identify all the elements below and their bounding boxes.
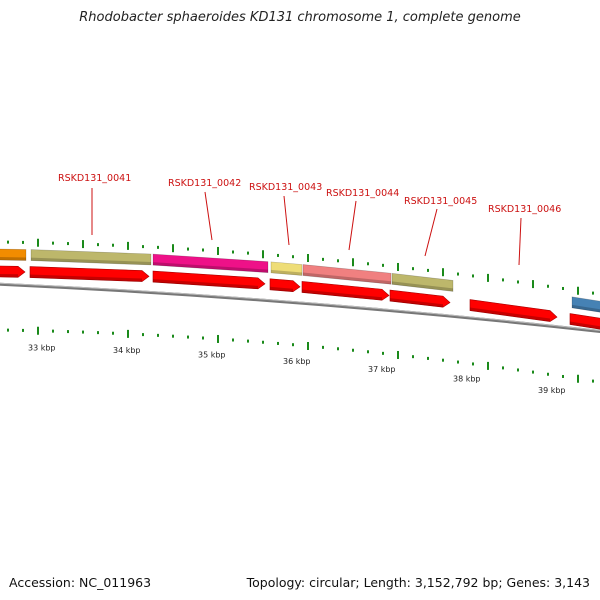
kbp-label: 35 kbp (198, 351, 226, 360)
feature-bar-shade (0, 257, 26, 261)
feature-bar[interactable] (152, 253, 269, 273)
feature-bar[interactable] (391, 272, 454, 292)
gene-label[interactable]: RSKD131_0044 (326, 188, 399, 199)
map-title: Rhodobacter sphaeroides KD131 chromosome… (79, 10, 521, 25)
cds-track (0, 265, 600, 330)
gene-label[interactable]: RSKD131_0041 (58, 173, 131, 184)
tick-row-outer (7, 238, 594, 295)
accession-text: Accession: NC_011963 (9, 575, 152, 590)
gene-label[interactable]: RSKD131_0042 (168, 178, 241, 189)
gene-label[interactable]: RSKD131_0043 (249, 182, 322, 193)
label-leader-line (283, 195, 290, 246)
gene-labels: RSKD131_0041 RSKD131_0042 RSKD131_0043 RSKD… (58, 173, 561, 215)
cds-arrow-shade (570, 321, 600, 330)
feature-bar-shade (271, 269, 302, 276)
tick-row-inner (7, 326, 594, 383)
feature-bar-shade (303, 272, 391, 285)
label-leader-line (518, 217, 522, 266)
genome-backbone-highlight (0, 282, 600, 331)
cds-arrow[interactable] (301, 281, 390, 301)
label-leaders (91, 188, 522, 266)
gene-label[interactable]: RSKD131_0045 (404, 196, 477, 207)
cds-arrow[interactable] (269, 278, 301, 293)
cds-arrow-shade (0, 274, 18, 278)
cds-arrow-shade (302, 289, 382, 301)
kbp-label: 33 kbp (28, 344, 56, 353)
genome-backbone (0, 282, 600, 333)
label-leader-line (348, 200, 357, 251)
kbp-label: 34 kbp (113, 346, 141, 355)
feature-bar[interactable] (571, 296, 600, 313)
cds-arrow-shade (153, 279, 258, 289)
feature-bar[interactable] (270, 261, 303, 276)
cds-arrow[interactable] (152, 270, 266, 290)
cds-arrow-shade (470, 307, 550, 322)
kbp-label: 37 kbp (368, 365, 396, 374)
cds-arrow[interactable] (0, 265, 26, 278)
cds-arrow-shade (390, 298, 443, 308)
feature-track (0, 248, 600, 313)
gene-label[interactable]: RSKD131_0046 (488, 204, 561, 215)
feature-bar[interactable] (0, 248, 27, 261)
cds-arrow[interactable] (29, 266, 150, 282)
cds-arrow[interactable] (469, 299, 558, 322)
feature-bar-shade (31, 257, 151, 266)
feature-bar-shade (153, 262, 268, 273)
cds-arrow-shade (270, 286, 293, 292)
kbp-label: 38 kbp (453, 374, 481, 383)
cds-arrow[interactable] (569, 313, 600, 330)
cds-arrow-shade (30, 274, 142, 282)
feature-bar[interactable] (302, 264, 392, 285)
label-leader-line (424, 208, 438, 257)
summary-text: Topology: circular; Length: 3,152,792 bp… (246, 575, 590, 590)
feature-bar-shade (572, 304, 600, 313)
feature-bar[interactable] (30, 249, 152, 266)
feature-bar-shade (392, 281, 453, 292)
kbp-labels: 33 kbp 34 kbp 35 kbp 36 kbp 37 kbp 38 kbp 39 k… (28, 344, 566, 395)
label-leader-line (204, 191, 213, 241)
kbp-label: 39 kbp (538, 386, 566, 395)
cds-arrow[interactable] (389, 289, 451, 308)
kbp-label: 36 kbp (283, 357, 311, 366)
